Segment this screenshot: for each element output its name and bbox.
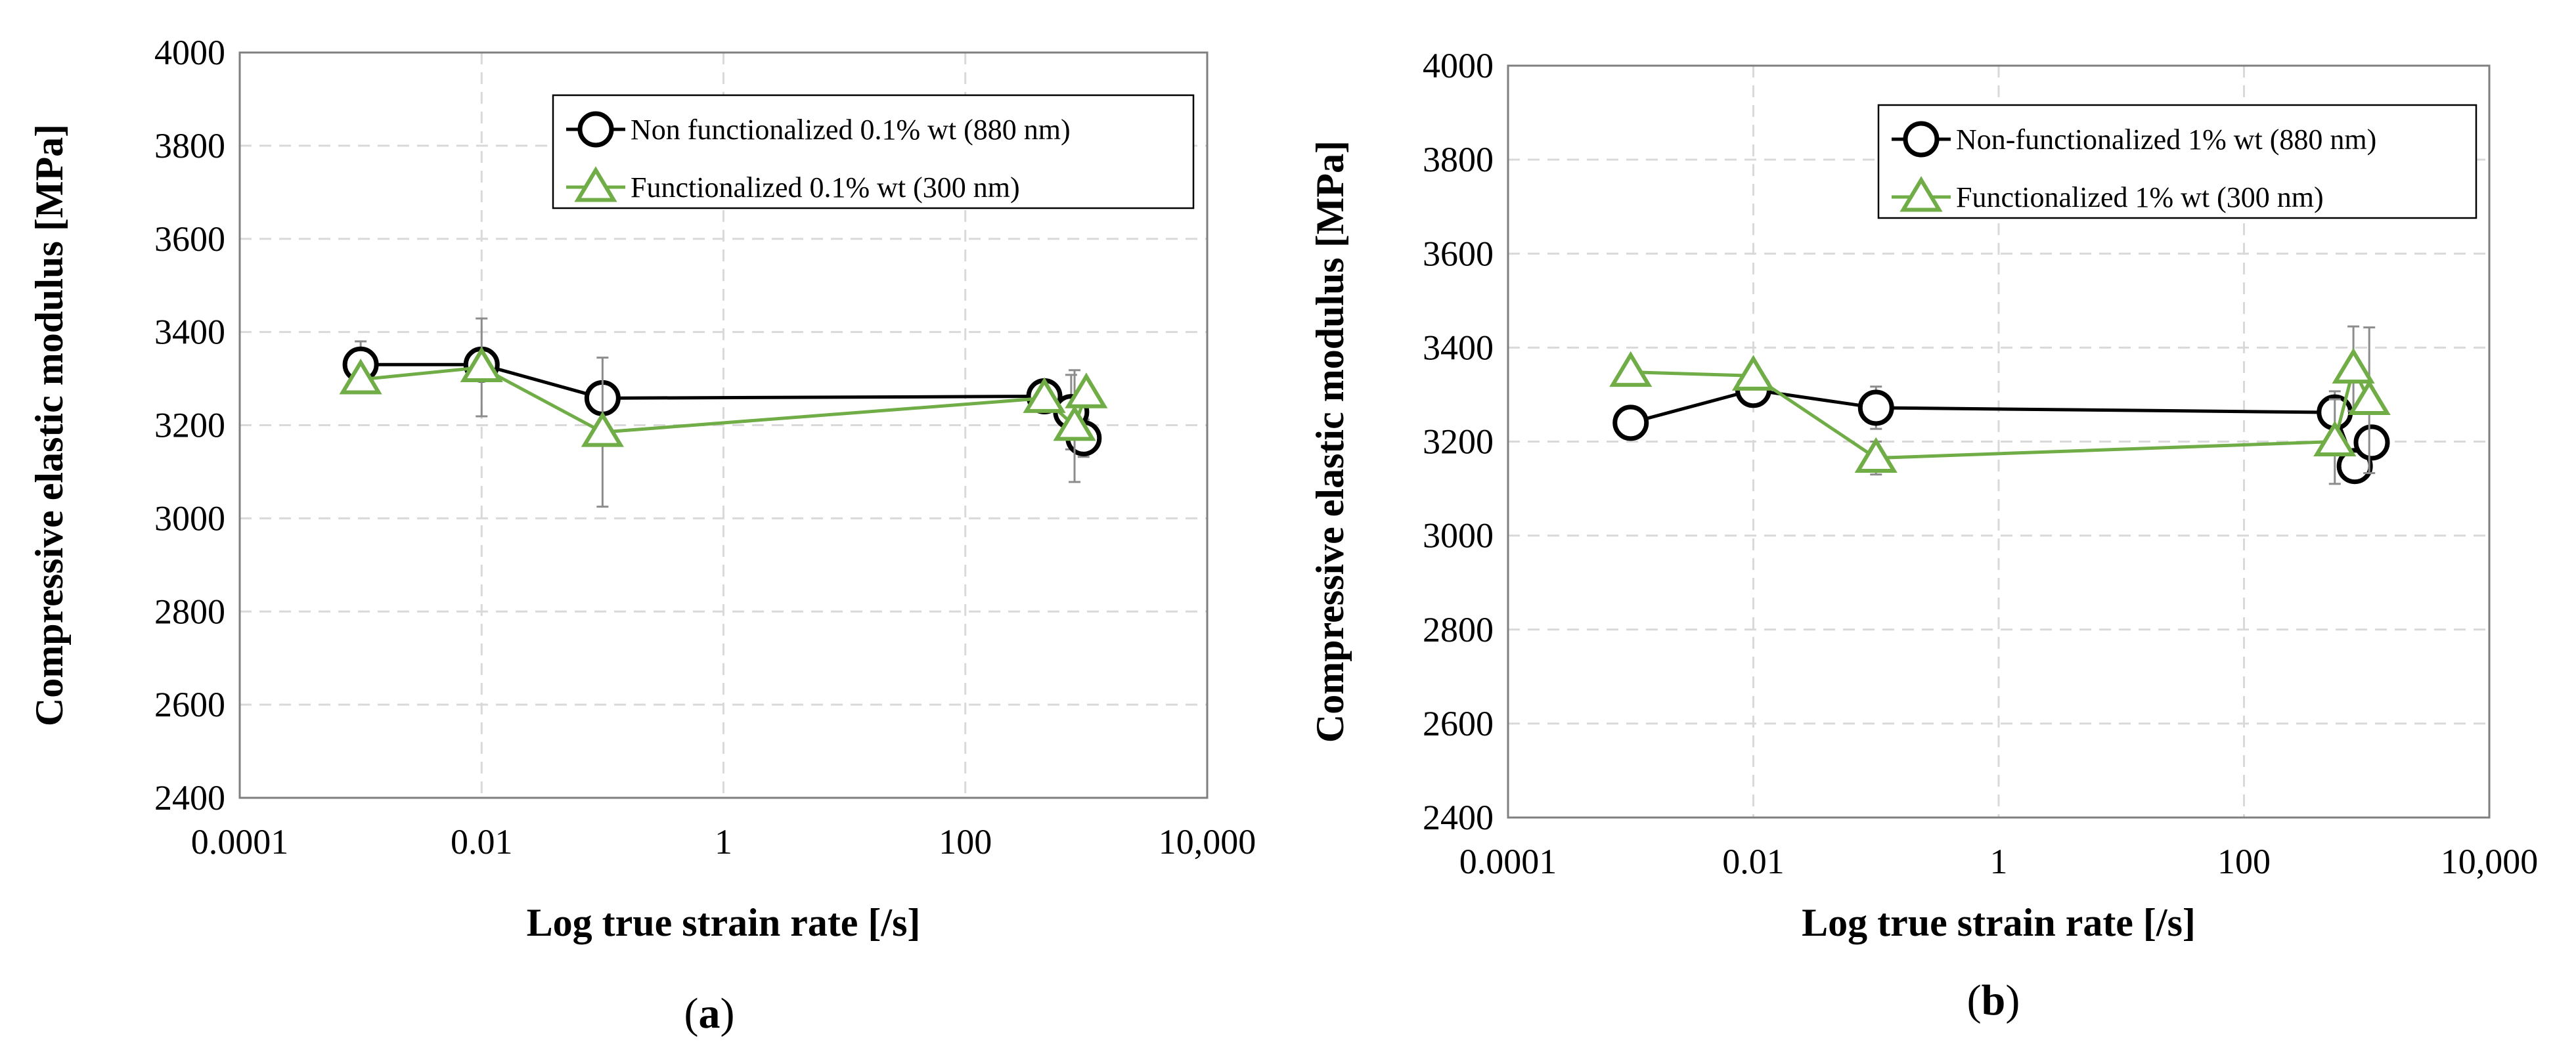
x-tick-label: 0.01 (1722, 842, 1785, 881)
legend: Non-functionalized 1% wt (880 nm) Functio… (1877, 104, 2477, 219)
series-functionalized (339, 317, 1108, 508)
legend-marker (574, 166, 617, 202)
data-point (2313, 420, 2357, 456)
legend: Non functionalized 0.1% wt (880 nm) Funct… (552, 94, 1195, 209)
data-point (460, 346, 503, 383)
data-point (581, 411, 624, 447)
data-point (339, 359, 382, 395)
y-tick-label: 2400 (154, 778, 225, 818)
data-point (2353, 424, 2390, 461)
y-tick-label: 3800 (154, 126, 225, 165)
series-non-functionalized (1612, 372, 2390, 485)
y-tick-label: 3200 (154, 406, 225, 445)
panel-caption: (a) (684, 990, 735, 1037)
chart-a: 2400 2600 2800 3000 3200 3400 3600 3800 4000 0.00… (28, 33, 1256, 1037)
y-tick-label: 2600 (154, 685, 225, 724)
panel-letter: b (1982, 976, 2006, 1024)
data-point (1065, 372, 1108, 408)
legend-marker (577, 111, 614, 148)
legend-box (552, 94, 1195, 209)
data-point (1023, 377, 1066, 413)
legend-label: Functionalized 0.1% wt (300 nm) (631, 171, 1020, 204)
y-tick-label: 3000 (154, 498, 225, 538)
y-axis-title: Compressive elastic modulus [MPa] (1308, 141, 1352, 743)
y-tick-label: 2800 (1423, 610, 1494, 649)
x-tick-label: 1 (715, 822, 732, 862)
y-tick-label: 2400 (1423, 798, 1494, 837)
legend-label: Non functionalized 0.1% wt (880 nm) (631, 114, 1071, 146)
data-point (1053, 405, 1096, 441)
x-tick-label: 1 (1990, 842, 2008, 881)
y-tick-label: 4000 (154, 33, 225, 72)
y-tick-label: 3400 (1423, 328, 1494, 367)
x-axis-title: Log true strain rate [/s] (1802, 901, 2196, 944)
series-non-functionalized (342, 340, 1102, 458)
legend-label: Functionalized 1% wt (300 nm) (1956, 181, 2324, 213)
chart-b: 2400 2600 2800 3000 3200 3400 3600 3800 4000 0.00… (1308, 46, 2538, 1024)
series-functionalized (1609, 325, 2391, 485)
x-axis-title: Log true strain rate [/s] (527, 901, 921, 944)
plot-frame (238, 51, 1209, 799)
y-axis-title: Compressive elastic modulus [MPa] (28, 124, 71, 726)
y-tick-label: 2600 (1423, 704, 1494, 743)
x-tick-label: 10,000 (1159, 822, 1256, 862)
legend-label: Non-functionalized 1% wt (880 nm) (1956, 123, 2376, 156)
x-tick-label: 100 (2217, 842, 2271, 881)
x-tick-label: 0.0001 (191, 822, 289, 862)
x-tick-label: 10,000 (2441, 842, 2539, 881)
data-point (1731, 355, 1775, 391)
x-tick-label: 0.0001 (1459, 842, 1557, 881)
data-point (2336, 448, 2373, 485)
data-point (1854, 437, 1898, 473)
y-tick-label: 3000 (1423, 516, 1494, 556)
plot-frame (1507, 64, 2491, 819)
y-tick-label: 3600 (154, 219, 225, 259)
data-point (1612, 404, 1649, 441)
data-point (2347, 379, 2391, 416)
data-point (1857, 389, 1894, 426)
panel-letter: a (699, 990, 721, 1037)
y-tick-label: 3600 (1423, 234, 1494, 273)
y-tick-label: 3400 (154, 313, 225, 352)
y-tick-label: 4000 (1423, 46, 1494, 85)
x-tick-label: 100 (939, 822, 992, 862)
legend-marker (1899, 176, 1943, 212)
panel-caption: (b) (1967, 976, 2020, 1024)
y-tick-label: 3800 (1423, 140, 1494, 179)
y-tick-label: 3200 (1423, 422, 1494, 462)
legend-marker (1903, 121, 1940, 158)
x-tick-label: 0.01 (451, 822, 513, 862)
data-point (1609, 351, 1653, 387)
y-tick-label: 2800 (154, 592, 225, 631)
data-point (2332, 347, 2375, 384)
legend-box (1877, 104, 2477, 219)
